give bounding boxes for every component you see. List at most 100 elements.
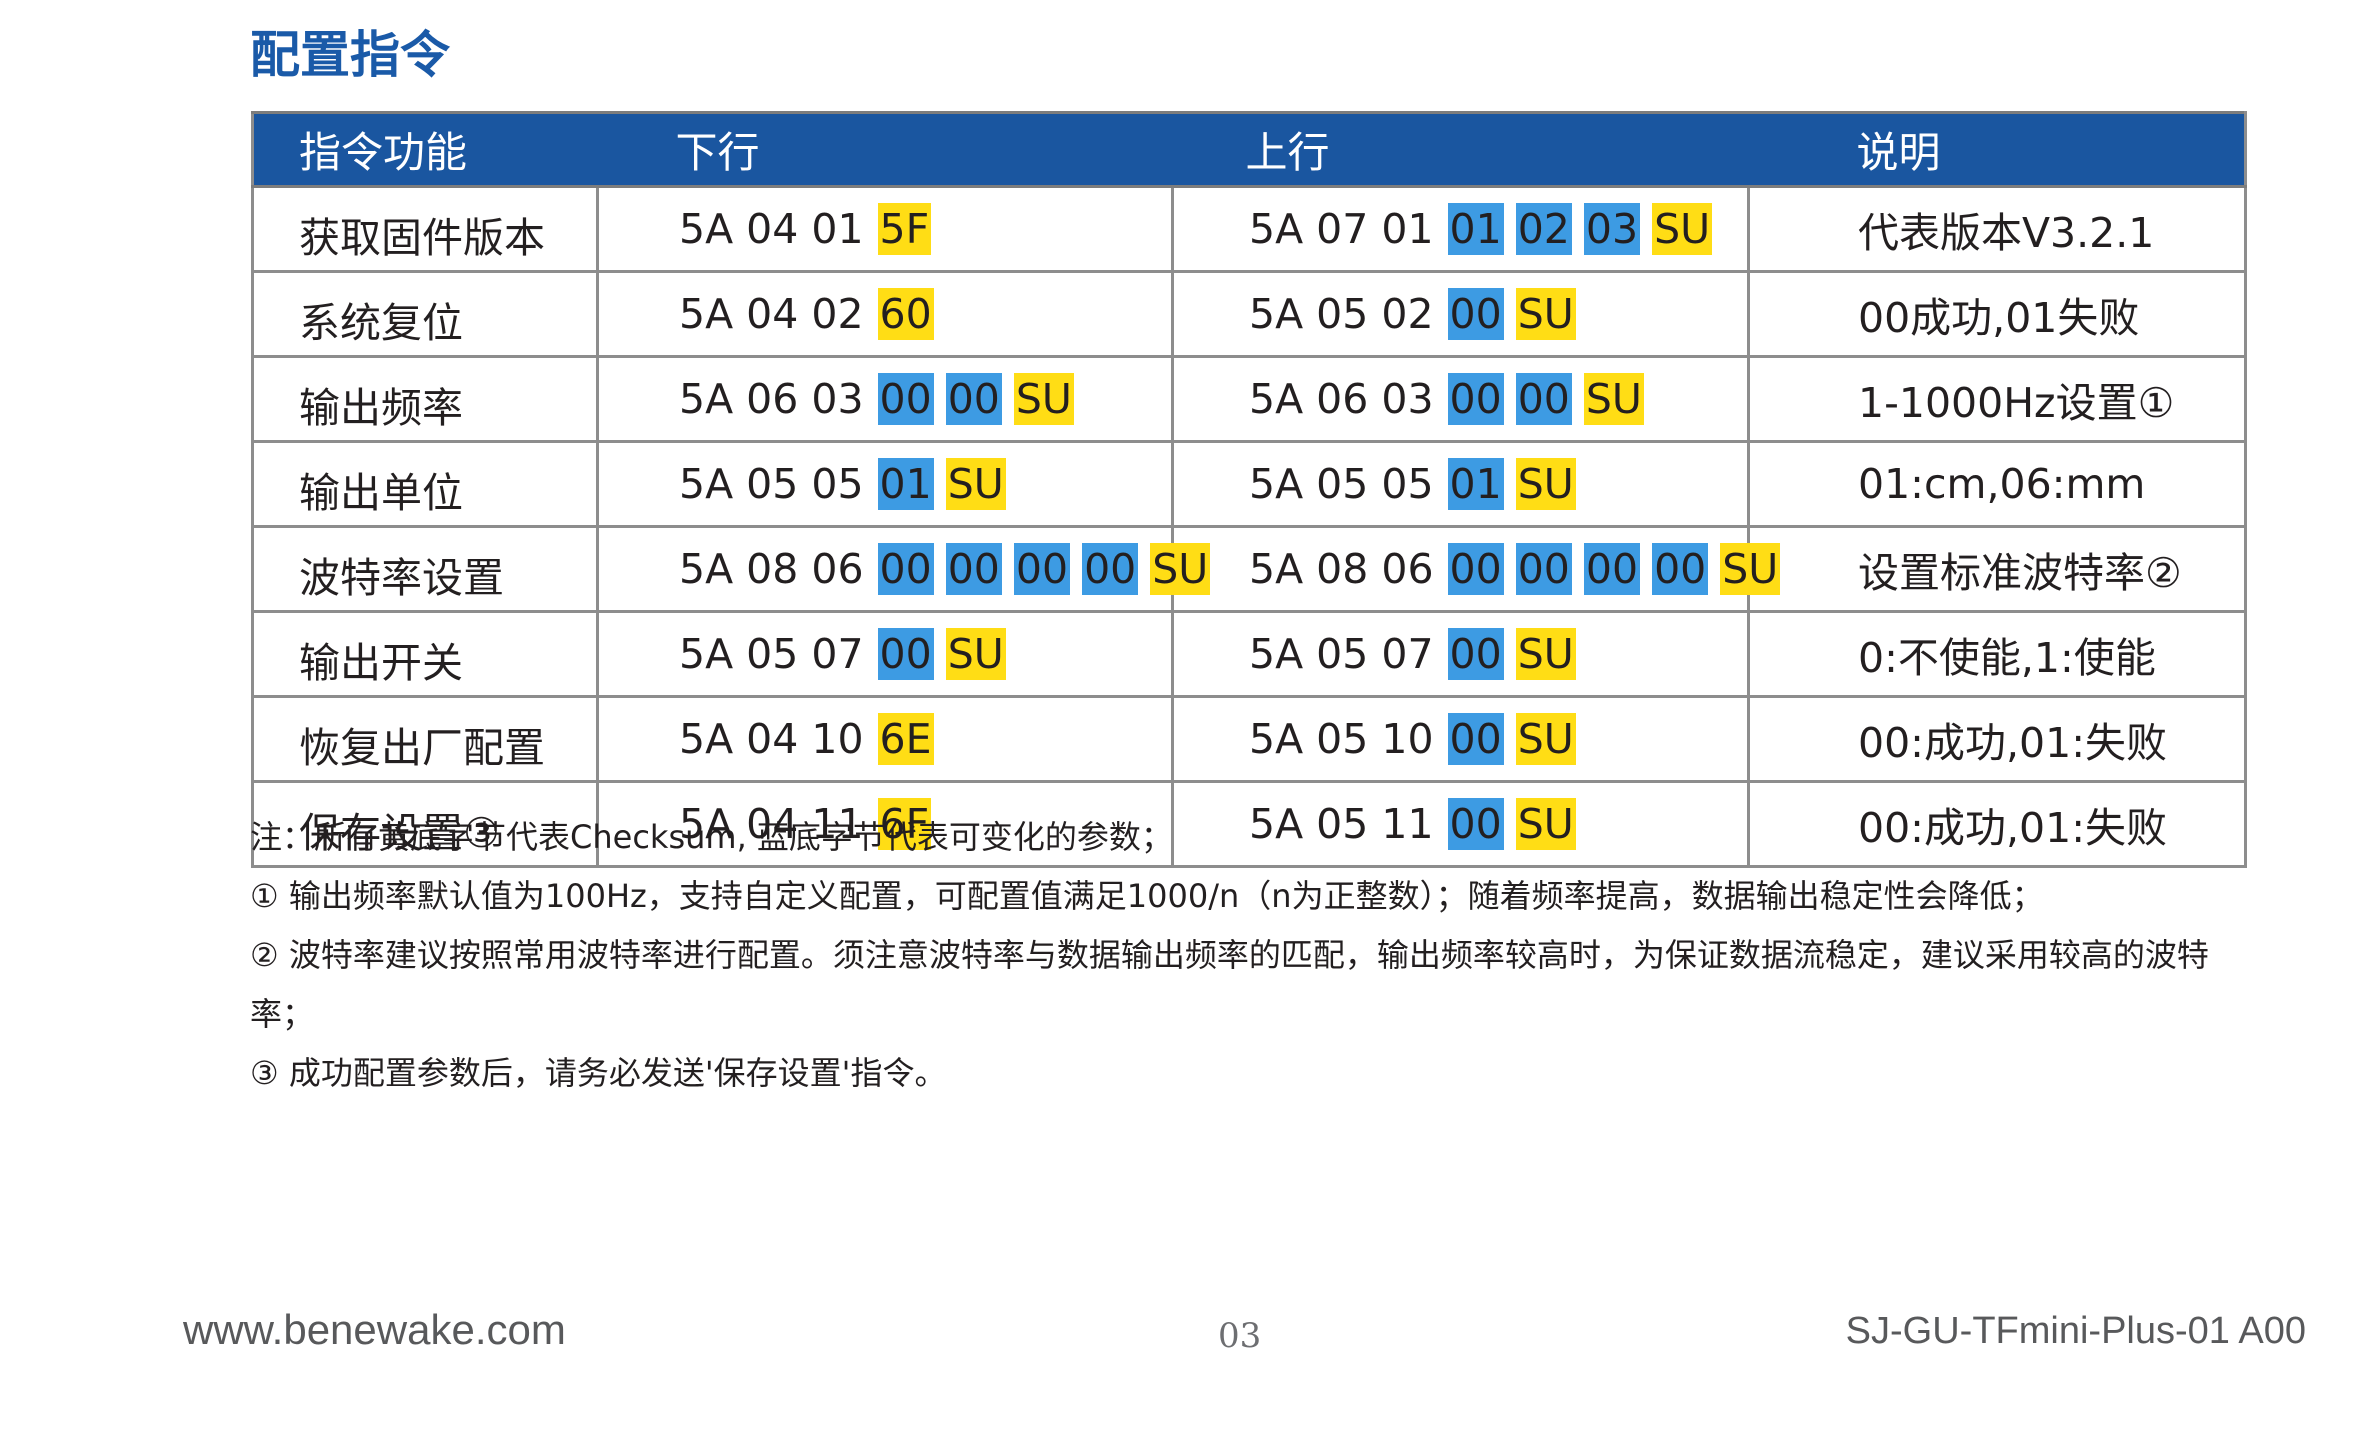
checksum-byte: 6E	[877, 713, 934, 765]
cell-uplink: 5A 05 07 00 SU	[1171, 610, 1750, 698]
note-3: ③ 成功配置参数后，请务必发送'保存设置'指令。	[250, 1054, 947, 1092]
fixed-bytes: 5A 08 06	[1249, 545, 1434, 593]
cell-downlink: 5A 05 07 00 SU	[596, 610, 1174, 698]
param-byte: 00	[1013, 543, 1071, 595]
param-byte: 00	[1082, 543, 1139, 595]
table-body: 获取固件版本 5A 04 01 5F 5A 07 01 01 02 03 SU 代表版本V3.2…	[251, 185, 2247, 868]
cell-function: 恢复出厂配置	[251, 695, 599, 783]
cell-function: 波特率设置	[251, 525, 599, 613]
table-row: 保存设置③ 5A 04 11 6F 5A 05 11 00 SU 00:成功,01:失败	[251, 780, 2247, 868]
cell-function: 保存设置③	[251, 780, 599, 868]
table-row: 输出开关 5A 05 07 00 SU 5A 05 07 00 SU 0:不使能,1:使能	[251, 610, 2247, 698]
table-row: 系统复位 5A 04 02 60 5A 05 02 00 SU 00成功,01失败	[251, 270, 2247, 358]
param-byte: 00	[1447, 798, 1504, 850]
fixed-bytes: 5A 05 02	[1249, 290, 1434, 338]
fixed-bytes: 5A 06 03	[679, 375, 864, 423]
fixed-bytes: 5A 07 01	[1249, 205, 1434, 253]
param-byte: 02	[1515, 203, 1572, 255]
param-byte: 00	[1447, 288, 1504, 340]
cell-function: 获取固件版本	[251, 185, 599, 273]
header-description: 说明	[1748, 111, 2247, 188]
checksum-byte: 5F	[877, 203, 932, 255]
checksum-byte: SU	[945, 458, 1006, 510]
checksum-byte: SU	[1515, 288, 1576, 340]
footer-page-number: 03	[1218, 1316, 1262, 1356]
param-byte: 00	[1515, 543, 1572, 595]
param-byte: 00	[1447, 628, 1504, 680]
cell-function: 系统复位	[251, 270, 599, 358]
command-table: 指令功能 下行 上行 说明 获取固件版本 5A 04 01 5F 5A 07 01 01…	[251, 111, 2247, 868]
param-byte: 00	[945, 543, 1002, 595]
checksum-byte: 6F	[877, 798, 932, 850]
checksum-byte: SU	[1515, 798, 1576, 850]
param-byte: 00	[1447, 543, 1504, 595]
cell-downlink: 5A 05 05 01 SU	[596, 440, 1174, 528]
checksum-byte: SU	[1583, 373, 1644, 425]
fixed-bytes: 5A 05 11	[1249, 800, 1434, 848]
param-byte: 03	[1583, 203, 1641, 255]
checksum-byte: SU	[1515, 628, 1576, 680]
checksum-byte: SU	[1515, 458, 1576, 510]
checksum-byte: 60	[877, 288, 934, 340]
fixed-bytes: 5A 04 10	[679, 715, 864, 763]
param-byte: 00	[877, 373, 934, 425]
cell-description: 0:不使能,1:使能	[1747, 610, 2247, 698]
param-byte: 00	[945, 373, 1002, 425]
section-title: 配置指令	[250, 26, 450, 84]
notes: 注：所有黄底字节代表Checksum, 蓝底字节代表可变化的参数； ① 输出频率…	[250, 808, 2260, 1103]
header-uplink: 上行	[1172, 111, 1749, 188]
cell-uplink: 5A 05 10 00 SU	[1171, 695, 1750, 783]
cell-uplink: 5A 05 05 01 SU	[1171, 440, 1750, 528]
cell-downlink: 5A 04 11 6F	[596, 780, 1174, 868]
table-row: 波特率设置 5A 08 06 00 00 00 00 SU 5A 08 06 00 00 00 00 S…	[251, 525, 2247, 613]
checksum-byte: SU	[1515, 713, 1576, 765]
fixed-bytes: 5A 05 07	[679, 630, 864, 678]
cell-uplink: 5A 08 06 00 00 00 00 SU	[1171, 525, 1781, 613]
header-function: 指令功能	[251, 111, 598, 188]
param-byte: 01	[1447, 458, 1504, 510]
fixed-bytes: 5A 06 03	[1249, 375, 1434, 423]
param-byte: 00	[877, 543, 934, 595]
fixed-bytes: 5A 05 05	[679, 460, 864, 508]
cell-downlink: 5A 06 03 00 00 SU	[596, 355, 1174, 443]
param-byte: 00	[1583, 543, 1641, 595]
param-byte: 00	[1652, 543, 1709, 595]
note-2: ② 波特率建议按照常用波特率进行配置。须注意波特率与数据输出频率的匹配，输出频率…	[250, 936, 2209, 1033]
cell-description: 00:成功,01:失败	[1747, 780, 2247, 868]
table-header-row: 指令功能 下行 上行 说明	[251, 111, 2247, 188]
fixed-bytes: 5A 05 10	[1249, 715, 1434, 763]
cell-downlink: 5A 08 06 00 00 00 00 SU	[596, 525, 1211, 613]
cell-description: 代表版本V3.2.1	[1747, 185, 2247, 273]
checksum-byte: SU	[1652, 203, 1713, 255]
param-byte: 00	[1447, 713, 1504, 765]
checksum-byte: SU	[1150, 543, 1211, 595]
cell-description: 设置标准波特率②	[1747, 525, 2247, 613]
cell-description: 1-1000Hz设置①	[1747, 355, 2247, 443]
table-row: 恢复出厂配置 5A 04 10 6E 5A 05 10 00 SU 00:成功,01:失败	[251, 695, 2247, 783]
fixed-bytes: 5A 04 01	[679, 205, 864, 253]
cell-function: 输出单位	[251, 440, 599, 528]
cell-description: 00成功,01失败	[1747, 270, 2247, 358]
cell-uplink: 5A 05 02 00 SU	[1171, 270, 1750, 358]
cell-function: 输出开关	[251, 610, 599, 698]
checksum-byte: SU	[1720, 543, 1781, 595]
checksum-byte: SU	[945, 628, 1006, 680]
cell-uplink: 5A 07 01 01 02 03 SU	[1171, 185, 1750, 273]
table-row: 输出频率 5A 06 03 00 00 SU 5A 06 03 00 00 SU 1-1000Hz…	[251, 355, 2247, 443]
fixed-bytes: 5A 04 02	[679, 290, 864, 338]
note-checksum: 注：所有黄底字节代表Checksum, 蓝底字节代表可变化的参数；	[250, 818, 1173, 856]
footer-doc-id: SJ-GU-TFmini-Plus-01 A00	[1845, 1310, 2306, 1352]
table-row: 输出单位 5A 05 05 01 SU 5A 05 05 01 SU 01:cm,06:mm	[251, 440, 2247, 528]
header-downlink: 下行	[597, 111, 1173, 188]
param-byte: 00	[1447, 373, 1504, 425]
cell-downlink: 5A 04 02 60	[596, 270, 1174, 358]
cell-downlink: 5A 04 10 6E	[596, 695, 1174, 783]
table-row: 获取固件版本 5A 04 01 5F 5A 07 01 01 02 03 SU 代表版本V3.2…	[251, 185, 2247, 273]
cell-function: 输出频率	[251, 355, 599, 443]
param-byte: 01	[877, 458, 934, 510]
param-byte: 00	[1515, 373, 1572, 425]
fixed-bytes: 5A 05 05	[1249, 460, 1434, 508]
param-byte: 01	[1447, 203, 1504, 255]
fixed-bytes: 5A 05 07	[1249, 630, 1434, 678]
param-byte: 00	[877, 628, 934, 680]
